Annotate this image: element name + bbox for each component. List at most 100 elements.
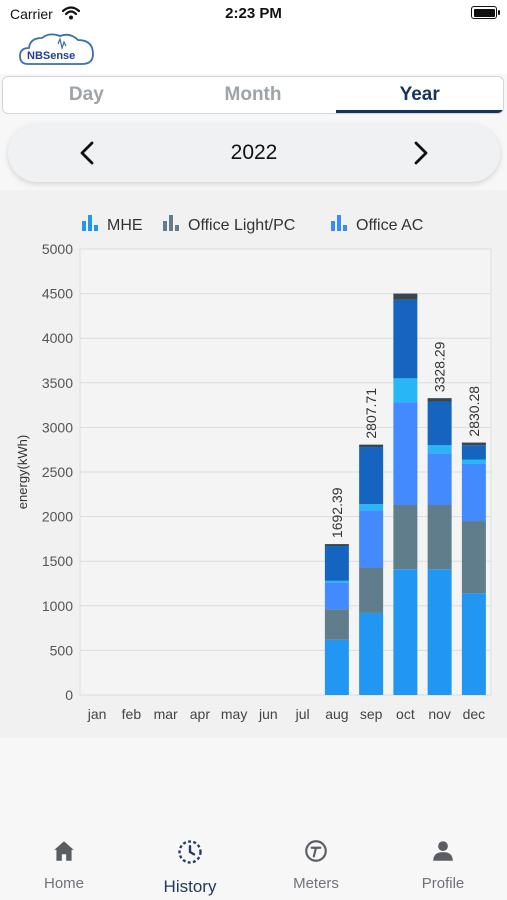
x-tick-label: dec: [463, 706, 486, 722]
data-label: 3328.29: [432, 341, 448, 392]
legend-icon: [169, 215, 173, 231]
legend-icon: [82, 221, 86, 231]
status-bar: Carrier 2:23 PM: [0, 0, 507, 28]
nbsense-logo: NBSense: [19, 33, 94, 65]
bar-segment: [461, 459, 486, 464]
bar-segment: [461, 442, 486, 446]
bar-segment: [427, 505, 452, 570]
bar-segment: [461, 593, 486, 695]
bottom-nav: Home History Meters Profile: [0, 820, 507, 900]
bar-segment: [461, 463, 486, 522]
y-tick-label: 2000: [42, 509, 73, 525]
history-icon: [178, 840, 202, 864]
legend-icon: [94, 225, 98, 231]
tab-month[interactable]: Month: [224, 84, 282, 105]
app-header: NBSense: [0, 28, 507, 74]
legend-icon: [343, 225, 347, 231]
chevron-right-icon[interactable]: [402, 136, 438, 170]
nav-history-label: History: [163, 877, 217, 896]
carrier-label: Carrier: [10, 6, 53, 22]
y-tick-label: 0: [65, 687, 73, 703]
bar-segment: [393, 505, 418, 570]
bar-segment: [359, 444, 384, 448]
y-tick-label: 4000: [42, 330, 73, 346]
data-label: 2807.71: [363, 388, 379, 439]
data-label: 2830.28: [466, 386, 482, 437]
bar-segment: [393, 299, 418, 379]
profile-icon: [433, 841, 453, 861]
bar-segment: [324, 582, 349, 610]
period-tabs: Day Month Year: [2, 76, 504, 114]
bar-segment: [324, 609, 349, 640]
tab-day[interactable]: Day: [68, 84, 104, 105]
bar-segment: [393, 378, 418, 403]
bar-segment: [427, 398, 452, 402]
x-tick-label: nov: [428, 706, 451, 722]
bar-segment: [324, 546, 349, 581]
nav-home[interactable]: Home: [4, 838, 124, 892]
legend-label: Office Light/PC: [188, 217, 295, 234]
year-label: 2022: [230, 141, 278, 164]
data-label: 1692.39: [329, 487, 345, 538]
bar-segment: [393, 569, 418, 695]
y-tick-label: 3000: [42, 419, 73, 435]
bar-segment: [427, 401, 452, 446]
y-tick-label: 500: [50, 642, 74, 658]
chevron-left-icon[interactable]: [70, 136, 106, 170]
legend-label: Office AC: [356, 217, 423, 234]
y-tick-label: 3500: [42, 375, 73, 391]
wifi-icon: [62, 6, 80, 20]
chart-panel: 0 500 1000 1500 2000 2500 3000 3500 4000 4500 5000…: [0, 190, 507, 738]
bar-segment: [393, 402, 418, 506]
y-tick-label: 5000: [42, 241, 73, 257]
nav-profile[interactable]: Profile: [383, 838, 503, 892]
bar-segment: [393, 293, 418, 300]
legend-icon: [163, 221, 167, 231]
y-tick-label: 4500: [42, 286, 73, 302]
bar-segment: [324, 580, 349, 583]
legend-icon: [88, 215, 92, 231]
bar-segment: [324, 544, 349, 547]
y-tick-label: 1000: [42, 598, 73, 614]
legend-icon: [337, 215, 341, 231]
bar-segment: [359, 447, 384, 505]
legend-icon: [175, 225, 179, 231]
x-tick-label: mar: [154, 706, 178, 722]
x-tick-label: jun: [258, 706, 278, 722]
tab-year[interactable]: Year: [336, 77, 503, 113]
energy-chart: 0 500 1000 1500 2000 2500 3000 3500 4000 4500 5000…: [15, 215, 492, 722]
x-tick-label: jul: [295, 706, 310, 722]
x-tick-label: oct: [396, 706, 415, 722]
bar-segment: [359, 612, 384, 695]
svg-text:NBSense: NBSense: [27, 50, 75, 62]
nav-meters-label: Meters: [293, 875, 339, 892]
bar-segment: [359, 567, 384, 613]
bar-segment: [427, 569, 452, 695]
bar-segment: [427, 445, 452, 454]
home-icon: [54, 841, 74, 861]
x-tick-label: sep: [360, 706, 383, 722]
y-tick-label: 1500: [42, 553, 73, 569]
clock: 2:23 PM: [225, 5, 282, 22]
bar-segment: [427, 453, 452, 506]
y-tick-label: 2500: [42, 464, 73, 480]
nav-history[interactable]: History: [130, 838, 250, 897]
x-tick-label: may: [221, 706, 247, 722]
meter-icon: [305, 840, 327, 862]
bar-segment: [359, 510, 384, 568]
nav-home-label: Home: [43, 875, 84, 892]
nav-meters[interactable]: Meters: [256, 838, 376, 892]
bar-segment: [359, 504, 384, 511]
battery-icon: [471, 6, 500, 19]
x-tick-label: apr: [190, 706, 211, 722]
legend-label: MHE: [107, 217, 143, 234]
year-selector: 2022: [8, 124, 500, 182]
x-tick-label: aug: [325, 706, 348, 722]
legend-icon: [331, 221, 335, 231]
x-tick-label: jan: [87, 706, 107, 722]
bar-segment: [461, 445, 486, 460]
x-tick-label: feb: [122, 706, 142, 722]
y-axis-label: energy(kWh): [15, 435, 30, 509]
bar-segment: [324, 639, 349, 695]
bar-segment: [461, 521, 486, 594]
